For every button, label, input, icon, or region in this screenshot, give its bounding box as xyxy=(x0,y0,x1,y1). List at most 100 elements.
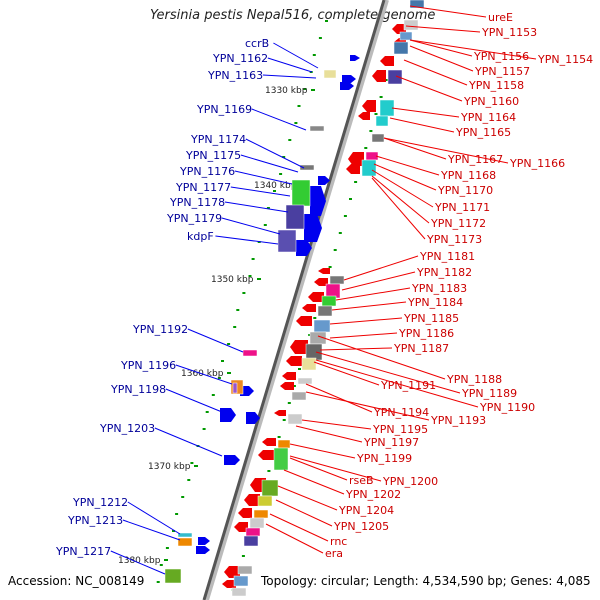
accession-label: Accession: NC_008149 xyxy=(8,574,145,588)
scale-tick xyxy=(217,377,221,379)
gene-label-left: YPN_1176 xyxy=(179,165,235,178)
gene-block xyxy=(379,99,395,117)
forward-gene xyxy=(246,412,260,424)
gene-label-left: YPN_1217 xyxy=(55,545,111,558)
reverse-gene xyxy=(296,316,312,326)
gene-block xyxy=(287,413,303,425)
gene-label-right: YPN_1197 xyxy=(363,436,419,449)
scale-tick xyxy=(294,122,298,124)
scale-tick xyxy=(308,334,312,336)
label-connector xyxy=(383,137,509,164)
reverse-gene xyxy=(380,56,394,66)
gene-label-left: kdpF xyxy=(187,230,214,243)
gene-label-right: YPN_1156 xyxy=(473,50,529,63)
map-title: Yersinia pestis Nepal516, complete genom… xyxy=(150,8,436,23)
scale-label: 1380 kbp xyxy=(118,556,161,566)
gene-label-left: YPN_1177 xyxy=(175,181,231,194)
reverse-gene xyxy=(222,580,236,588)
gene-label-left: YPN_1175 xyxy=(185,149,241,162)
label-connector xyxy=(224,201,289,213)
reverse-gene xyxy=(258,450,274,460)
gene-block xyxy=(387,69,403,85)
gene-block xyxy=(277,439,291,449)
scale-tick xyxy=(282,419,286,421)
scale-tick xyxy=(379,96,383,98)
label-connector xyxy=(275,499,333,527)
gene-block xyxy=(291,391,307,401)
gene-block xyxy=(299,164,315,171)
gene-label-right: YPN_1202 xyxy=(345,488,401,501)
gene-label-right: YPN_1184 xyxy=(407,296,463,309)
label-connector xyxy=(371,169,434,208)
gene-label-left: YPN_1198 xyxy=(110,383,166,396)
label-connector xyxy=(315,351,461,394)
gene-label-right: YPN_1160 xyxy=(463,95,519,108)
label-connector xyxy=(127,501,181,535)
label-connector xyxy=(273,42,319,69)
gene-block xyxy=(164,568,182,584)
gene-label-left: YPN_1203 xyxy=(99,422,155,435)
label-connector xyxy=(313,361,380,386)
gene-block xyxy=(321,295,337,307)
scale-tick xyxy=(205,411,209,413)
label-connector xyxy=(230,186,291,197)
gene-label-right: YPN_1194 xyxy=(373,406,429,419)
gene-label-right: YPN_1154 xyxy=(537,53,593,66)
forward-gene xyxy=(310,186,326,216)
label-connector xyxy=(215,235,279,245)
label-connector xyxy=(317,335,446,380)
scale-tick-major xyxy=(311,89,315,91)
label-connector xyxy=(283,469,345,495)
scale-tick xyxy=(175,513,179,515)
label-connector xyxy=(335,287,411,301)
gene-block xyxy=(305,343,323,361)
reverse-gene xyxy=(358,112,370,120)
gene-block xyxy=(232,382,238,394)
label-connector xyxy=(403,59,468,86)
scale-tick xyxy=(248,275,252,277)
scale-tick xyxy=(279,173,283,175)
scale-tick xyxy=(202,428,206,430)
gene-block xyxy=(361,159,377,177)
gene-block xyxy=(249,517,265,529)
forward-gene xyxy=(318,176,330,185)
gene-block xyxy=(242,349,258,357)
scale-label: 1350 kbp xyxy=(211,275,254,285)
forward-gene xyxy=(198,537,210,545)
reverse-gene xyxy=(244,494,260,506)
gene-block xyxy=(297,377,313,385)
forward-gene xyxy=(240,386,254,396)
label-connector xyxy=(341,271,416,291)
gene-label-left: YPN_1162 xyxy=(212,52,268,65)
gene-label-left: YPN_1169 xyxy=(196,103,252,116)
gene-label-right: YPN_1172 xyxy=(430,217,486,230)
label-connector xyxy=(329,317,403,325)
gene-block xyxy=(285,204,305,230)
scale-tick xyxy=(333,249,337,251)
scale-tick xyxy=(251,258,255,260)
scale-label: 1330 kbp xyxy=(265,86,308,96)
scale-tick xyxy=(233,326,237,328)
label-connector xyxy=(251,108,307,131)
forward-gene xyxy=(224,455,240,465)
forward-gene xyxy=(340,82,354,90)
gene-label-left: YPN_1196 xyxy=(120,359,176,372)
label-connector xyxy=(305,383,373,413)
scale-tick xyxy=(282,156,286,158)
gene-block xyxy=(329,275,345,285)
label-connector xyxy=(389,117,455,133)
label-connector xyxy=(383,137,447,160)
scale-tick xyxy=(187,479,191,481)
scale-tick xyxy=(288,139,292,141)
gene-label-right: YPN_1168 xyxy=(440,169,496,182)
reverse-gene xyxy=(280,382,294,390)
gene-label-right: ureE xyxy=(488,11,513,24)
gene-label-right: YPN_1183 xyxy=(411,282,467,295)
label-connector xyxy=(122,519,181,541)
gene-block xyxy=(309,125,325,132)
label-connector xyxy=(295,425,363,443)
gene-block xyxy=(323,69,337,79)
forward-gene xyxy=(296,240,312,256)
gene-label-right: YPN_1205 xyxy=(333,520,389,533)
